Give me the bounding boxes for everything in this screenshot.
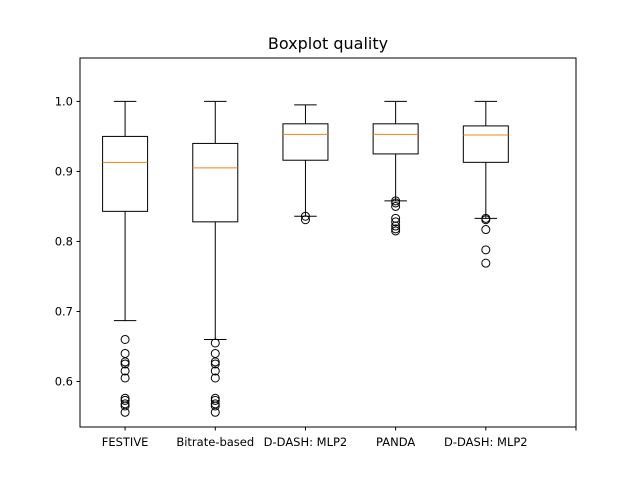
x-tick-label: D-DASH: MLP2 <box>444 435 528 449</box>
outlier-point <box>481 245 491 255</box>
axes: 0.6 0.7 0.8 0.9 1.0 FESTIVE Bitrate-based D-DAS… <box>55 94 577 449</box>
y-tick-label: 0.6 <box>55 374 73 388</box>
outlier-point <box>481 258 491 268</box>
outlier-point <box>391 196 401 206</box>
outlier-point <box>481 215 491 225</box>
box-group <box>282 104 329 225</box>
outlier-point <box>210 395 220 405</box>
outlier-point <box>120 366 130 376</box>
outlier-point <box>120 359 130 369</box>
box-group <box>372 100 419 236</box>
plot-frame <box>79 57 577 428</box>
y-tick-label: 0.8 <box>55 234 73 248</box>
outlier-point <box>210 359 220 369</box>
outlier-point <box>210 357 220 367</box>
outlier-point <box>300 211 310 221</box>
iqr-box <box>192 142 239 223</box>
outlier-point <box>391 201 401 211</box>
outlier-point <box>120 395 130 405</box>
iqr-box <box>462 125 509 163</box>
outlier-point <box>120 348 130 358</box>
outlier-point <box>210 373 220 383</box>
outlier-point <box>391 198 401 208</box>
box-group <box>462 100 509 268</box>
x-tick-label: D-DASH: MLP2 <box>264 435 348 449</box>
x-tick-label: Bitrate-based <box>176 435 254 449</box>
y-tick-label: 0.7 <box>55 304 73 318</box>
outlier-point <box>391 221 401 231</box>
iqr-box <box>102 135 149 212</box>
plot-marks <box>102 100 509 417</box>
outlier-point <box>300 215 310 225</box>
outlier-point <box>210 348 220 358</box>
outlier-point <box>210 407 220 417</box>
outlier-point <box>210 338 220 348</box>
outlier-point <box>391 226 401 236</box>
box-group <box>102 100 149 417</box>
outlier-point <box>391 217 401 227</box>
outlier-point <box>120 373 130 383</box>
iqr-box <box>372 123 419 155</box>
iqr-box <box>282 123 329 161</box>
x-tick-label: FESTIVE <box>102 435 149 449</box>
outlier-point <box>210 401 220 411</box>
outlier-point <box>120 401 130 411</box>
outlier-point <box>481 225 491 235</box>
outlier-point <box>120 334 130 344</box>
y-tick-label: 1.0 <box>55 94 73 108</box>
outlier-point <box>391 224 401 234</box>
outlier-point <box>120 357 130 367</box>
outlier-point <box>120 407 130 417</box>
y-tick-label: 0.9 <box>55 164 73 178</box>
box-group <box>192 100 239 417</box>
outlier-point <box>210 366 220 376</box>
chart-title: Boxplot quality <box>268 34 388 53</box>
x-tick-label: PANDA <box>376 435 415 449</box>
